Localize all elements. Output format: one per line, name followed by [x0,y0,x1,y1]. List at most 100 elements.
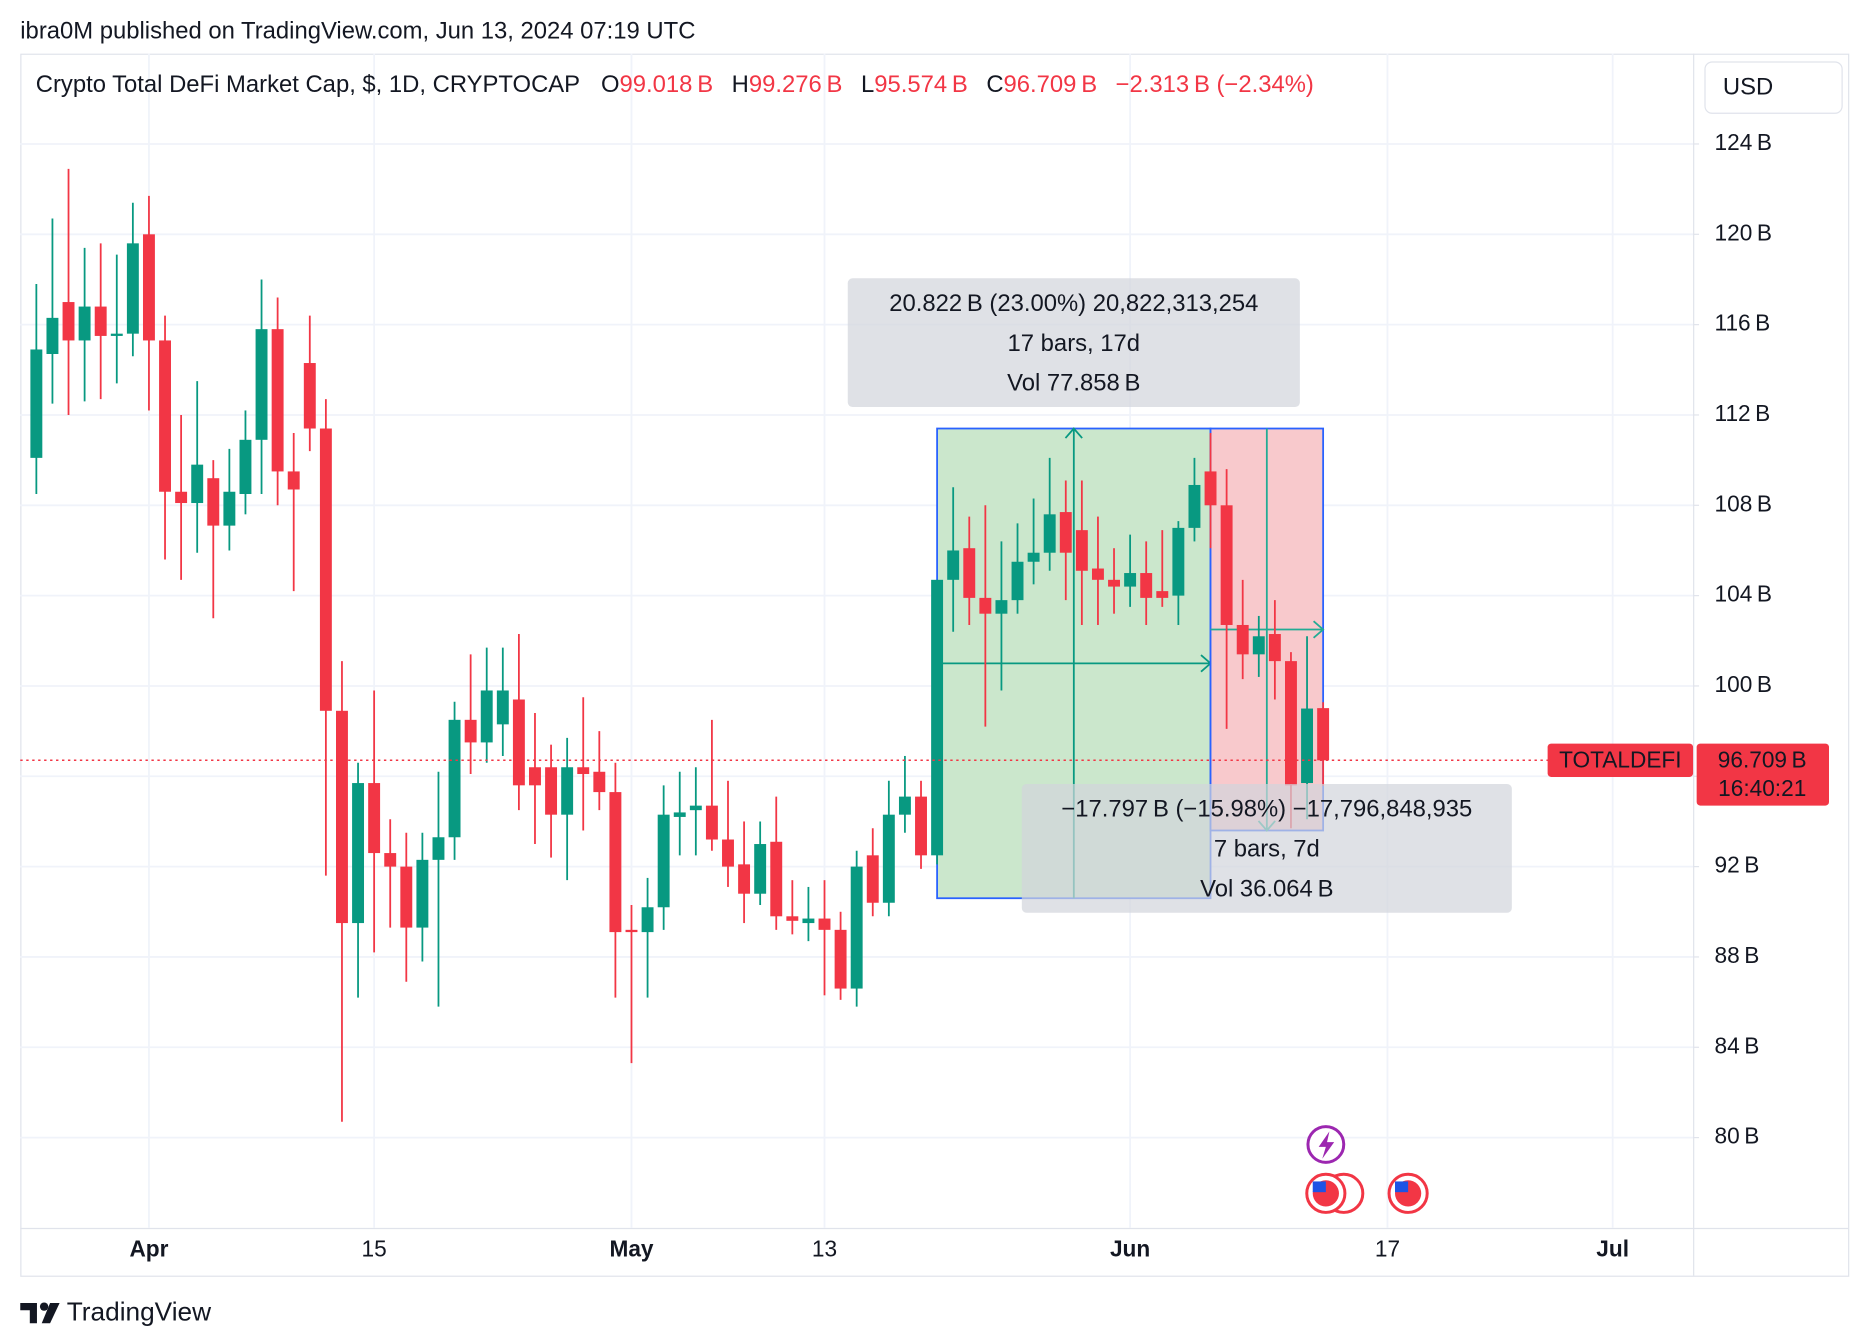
candle-body [1236,624,1249,655]
measure-label: Vol 77.858 B [1007,370,1140,397]
legend-key: H [732,71,749,98]
y-tick-label: 124 B [1715,129,1772,155]
candle-body [62,302,75,341]
arrow-head [1064,427,1083,439]
candles [30,168,1330,1122]
candle-body [529,767,541,786]
candle-body [496,690,509,725]
symbol-tag [1547,743,1694,777]
candle-body [931,579,944,856]
flag-canton [1395,1181,1409,1193]
logo-part [41,1303,60,1324]
event-icons [1305,1125,1429,1214]
candle-body [142,234,155,341]
measure-label-box [1021,783,1512,913]
candle-body [448,719,461,838]
candle-body [126,243,139,334]
y-tick-label: 88 B [1715,942,1760,968]
candle-body [46,317,59,354]
legend-key: L [861,71,874,98]
legend-name: Crypto Total DeFi Market Cap, $, 1D, CRY… [36,71,580,98]
currency-button[interactable] [1704,61,1843,114]
y-tick-label: 100 B [1715,671,1772,697]
publish-line: ibra0M published on TradingView.com, Jun… [20,17,695,44]
candle-body [754,844,767,894]
candle-body [191,464,204,504]
lightning [1318,1131,1335,1159]
candle-body [384,853,397,867]
candle-body [915,796,927,856]
legend-value: 99.018 B [620,71,714,98]
legend-value: 96.709 B [1004,71,1098,98]
candle-body [1317,708,1330,761]
x-tick-label: May [609,1236,653,1262]
candle-body [1091,568,1104,580]
y-tick-label: 108 B [1715,490,1772,516]
candle-body [625,929,638,933]
brand-name: TradingView [67,1297,211,1327]
legend-value: 99.276 B [749,71,843,98]
candle-body [898,796,911,815]
x-tick-label: Apr [129,1236,168,1262]
measure-label: 17 bars, 17d [1008,330,1140,357]
legend: Crypto Total DeFi Market Cap, $, 1D, CRY… [36,71,1314,98]
candle-body [673,812,686,817]
candle-body [1204,471,1217,506]
x-tick-label: Jun [1110,1236,1150,1262]
measure-label-box [847,278,1300,408]
x-tick-label: 15 [362,1236,387,1262]
logo-part [20,1303,37,1324]
candle-body [368,783,381,854]
candle-body [78,306,91,341]
candle-body [1268,634,1281,662]
y-tick-label: 104 B [1715,581,1772,607]
candle-body [512,699,525,786]
candle-body [336,710,348,924]
legend-key: O [601,71,620,98]
candle-body [223,491,236,526]
candle-body [30,349,43,458]
y-tick-label: 120 B [1715,219,1772,245]
y-tick-label: 84 B [1715,1032,1760,1058]
candle-body [609,792,622,933]
candle-body [947,550,960,580]
candle-body [416,859,429,928]
measure-label: −17.797 B (−15.98%) −17,796,848,935 [1061,796,1472,823]
candle-body [641,907,654,933]
x-tick-label: 13 [812,1236,837,1262]
currency-label[interactable]: USD [1723,74,1773,101]
measure-label: 20.822 B (23.00%) 20,822,313,254 [889,290,1258,317]
candle-body [786,916,799,921]
candle-body [271,329,284,472]
y-tick-label: 116 B [1715,310,1771,336]
legend-value: 95.574 B [874,71,968,98]
candle-body [657,814,670,908]
x-tick-label: Jul [1596,1236,1629,1262]
candle-body [94,306,107,336]
candle-body [850,866,863,989]
candle-body [319,428,332,711]
arrow-head [1313,620,1325,639]
flag-canton [1312,1181,1326,1193]
candle-body [1172,527,1185,596]
y-tick-label: 112 B [1715,400,1771,426]
candle-body [1027,552,1040,562]
candle-body [979,597,992,614]
candle-body [593,771,606,793]
candle-body [834,929,847,989]
candle-body [1059,512,1072,553]
candle-body [287,471,300,490]
overlay: 20.822 B (23.00%) 20,822,313,254 17 bars,… [20,278,1829,913]
candle-body [1301,708,1314,784]
candle-body [432,837,445,860]
candle-body [1156,591,1169,598]
candle-body [239,439,252,495]
y-tick-label: 80 B [1715,1123,1760,1149]
candle-body [1188,484,1201,528]
candle-body [352,783,365,924]
x-tick-label: 17 [1375,1236,1400,1262]
candle-body [561,767,574,815]
